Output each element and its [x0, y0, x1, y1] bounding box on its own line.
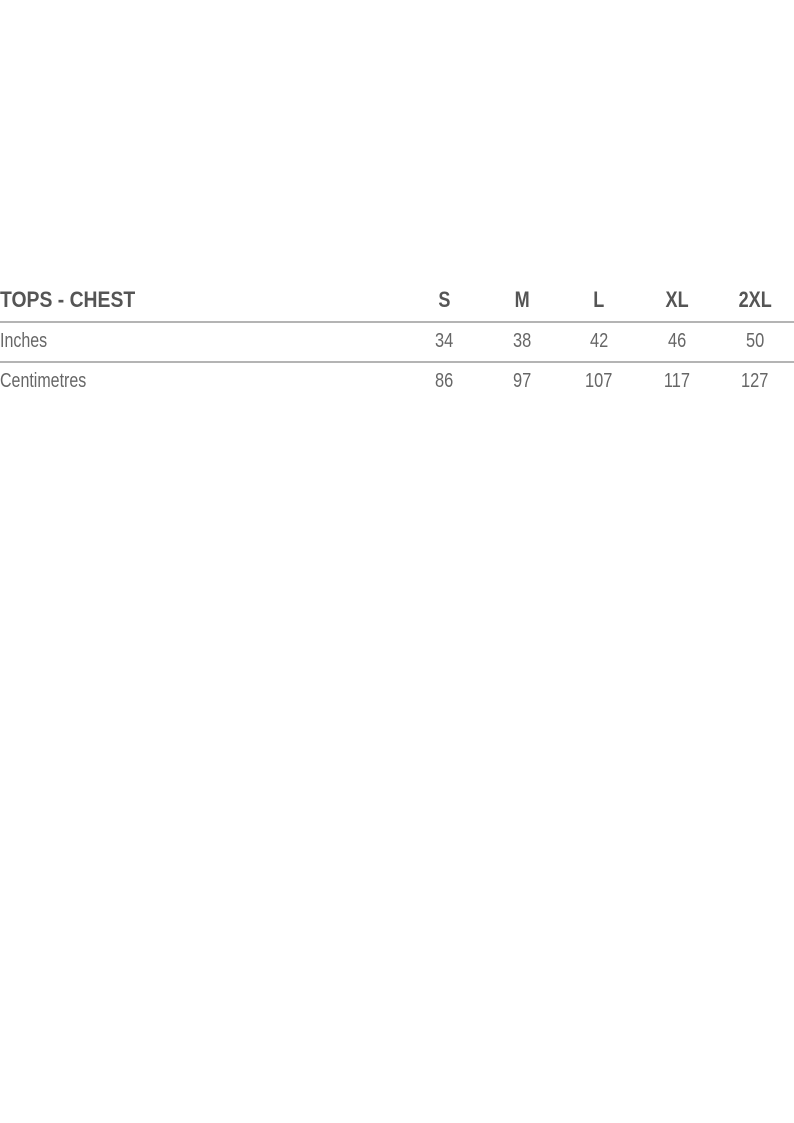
size-header-2xl: 2XL: [738, 287, 772, 312]
table-cell: 38: [512, 330, 532, 352]
table-cell: 42: [589, 330, 609, 352]
row-label: Centimetres: [0, 370, 87, 392]
table-cell: 117: [663, 370, 691, 392]
table-cell: 107: [585, 370, 613, 392]
table-header: TOPS - CHEST S M L XL 2XL: [0, 280, 794, 320]
table-cell: 86: [434, 370, 454, 392]
table-row: Centimetres 86 97 107 117 127: [0, 361, 794, 403]
table-cell: 97: [512, 370, 532, 392]
size-header-m: M: [514, 287, 530, 312]
table-title: TOPS - CHEST: [0, 287, 136, 312]
table-cell: 46: [667, 330, 687, 352]
table-row: Inches 34 38 42 46 50: [0, 321, 794, 363]
row-label: Inches: [0, 330, 48, 352]
table-cell: 34: [434, 330, 454, 352]
size-header-xl: XL: [665, 287, 689, 312]
table-cell: 127: [741, 370, 769, 392]
table-cell: 50: [745, 330, 765, 352]
size-header-l: L: [593, 287, 605, 312]
size-header-s: S: [437, 287, 451, 312]
